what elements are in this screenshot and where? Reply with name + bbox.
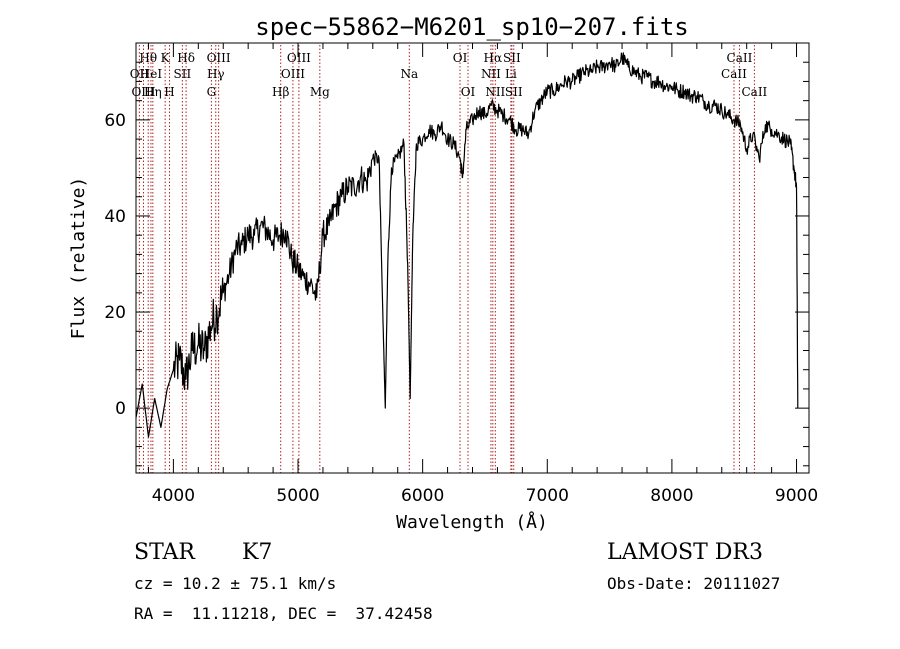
spectral-line-label: OIII — [281, 67, 305, 81]
x-tick-label: 5000 — [276, 486, 319, 506]
spectral-line-label: Hη — [144, 85, 162, 99]
spectral-line-label: Hδ — [177, 51, 195, 65]
y-tick-label: 60 — [104, 111, 126, 131]
x-axis-label: Wavelength (Å) — [396, 511, 548, 533]
spectral-line-label: NII — [485, 85, 505, 99]
spectral-line-label: NII — [481, 67, 501, 81]
y-tick-label: 40 — [104, 207, 126, 227]
x-tick-label: 9000 — [775, 486, 818, 506]
spectral-line-label: Mg — [310, 85, 330, 99]
spectral-line-label: SII — [174, 67, 192, 81]
spectral-line-label: K — [161, 51, 171, 65]
x-tick-label: 8000 — [650, 486, 693, 506]
spectral-line-label: OIII — [131, 85, 155, 99]
ra-dec-readout: RA = 11.11218, DEC = 37.42458 — [134, 604, 433, 623]
spectral-line-label: Li — [505, 67, 517, 81]
spectral-line-label: SII — [505, 85, 523, 99]
spectral-line-label: Hα — [484, 51, 503, 65]
spectral-line-label: CaII — [727, 51, 753, 65]
spectral-line-label: Hγ — [207, 67, 225, 81]
spectral-line-label: HeI — [140, 67, 163, 81]
spectral-line-label: CaII — [721, 67, 747, 81]
spectral-line-label: Hθ — [139, 51, 157, 65]
spectral-line-label: OIII — [287, 51, 311, 65]
spectral-line-label: CaII — [741, 85, 767, 99]
object-subclass: K7 — [242, 540, 273, 565]
axis-tick-labels: 4000 5000 6000 7000 8000 9000 0 20 40 60 — [104, 111, 818, 506]
spectral-line-label: Na — [400, 67, 418, 81]
x-tick-label: 4000 — [152, 486, 195, 506]
spectral-line-label: H — [164, 85, 174, 99]
axis-ticks — [136, 43, 809, 473]
obs-date: Obs-Date: 20111027 — [607, 574, 781, 593]
y-axis-label: Flux (relative) — [68, 177, 89, 340]
x-tick-label: 6000 — [401, 486, 444, 506]
spectral-line-label: OIII — [207, 51, 231, 65]
spectral-line-label: Hβ — [272, 85, 289, 99]
spectral-line-label: G — [207, 85, 217, 99]
y-tick-label: 0 — [115, 399, 126, 419]
spectrum-line — [135, 52, 799, 438]
spectral-line-label: SII — [503, 51, 521, 65]
x-tick-label: 7000 — [526, 486, 569, 506]
spectral-line-label: OII — [130, 67, 150, 81]
redshift-readout: cz = 10.2 ± 75.1 km/s — [134, 574, 337, 593]
y-tick-label: 20 — [104, 303, 126, 323]
spectral-line-label: OI — [461, 85, 476, 99]
object-class: STAR — [134, 540, 195, 565]
spectral-line-label: OI — [453, 51, 468, 65]
survey-name: LAMOST DR3 — [607, 540, 763, 565]
chart-title: spec−55862−M6201_sp10−207.fits — [255, 13, 688, 41]
